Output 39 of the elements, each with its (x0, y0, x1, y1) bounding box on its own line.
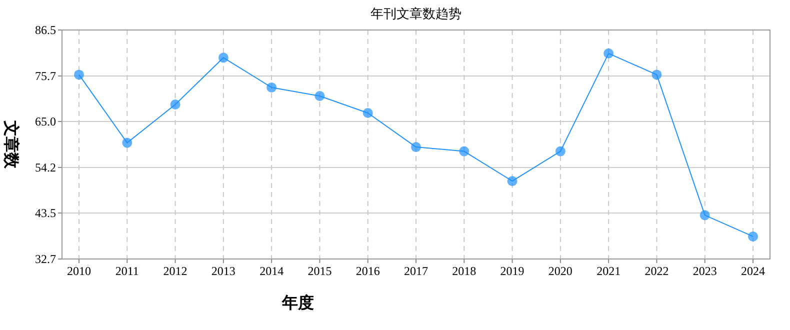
y-tick-label: 54.2 (35, 160, 56, 174)
point (266, 82, 277, 92)
y-tick-label: 65.0 (35, 114, 56, 129)
x-tick-label: 2024 (741, 264, 765, 278)
x-tick-label: 2012 (163, 264, 188, 278)
y-tick-label: 75.7 (35, 68, 56, 83)
x-tick-label: 2017 (404, 264, 428, 278)
point (122, 138, 132, 148)
x-tick-label: 2020 (548, 264, 572, 278)
x-tick-label: 2019 (500, 264, 524, 278)
y-tick-label: 43.5 (35, 206, 56, 220)
x-tick-label: 2015 (308, 264, 332, 278)
point (74, 70, 84, 80)
point (170, 99, 180, 110)
x-axis-title: 年度 (281, 293, 314, 312)
y-tick-label: 86.5 (35, 23, 56, 37)
point (604, 48, 614, 58)
point (700, 210, 710, 220)
point (314, 90, 325, 101)
point (459, 146, 470, 156)
x-tick-label: 2021 (596, 264, 621, 278)
chart-title: 年刊文章数趋势 (370, 6, 462, 21)
point (748, 231, 758, 242)
x-tick-label: 2018 (452, 264, 476, 278)
x-tick-label: 2014 (260, 264, 284, 278)
x-tick-label: 2023 (692, 264, 717, 278)
point (507, 176, 518, 186)
point (555, 146, 566, 156)
x-tick-label: 2016 (356, 264, 380, 278)
x-tick-label: 2013 (211, 264, 236, 278)
x-tick-label: 2022 (644, 264, 669, 278)
x-tick-label: 2011 (115, 264, 139, 278)
x-tick-label: 2010 (67, 264, 91, 278)
y-axis-title: 文章数 (2, 120, 20, 170)
point (218, 52, 228, 63)
point (411, 142, 421, 152)
y-tick-label: 32.7 (35, 252, 56, 266)
point (652, 70, 662, 80)
point (362, 108, 373, 118)
